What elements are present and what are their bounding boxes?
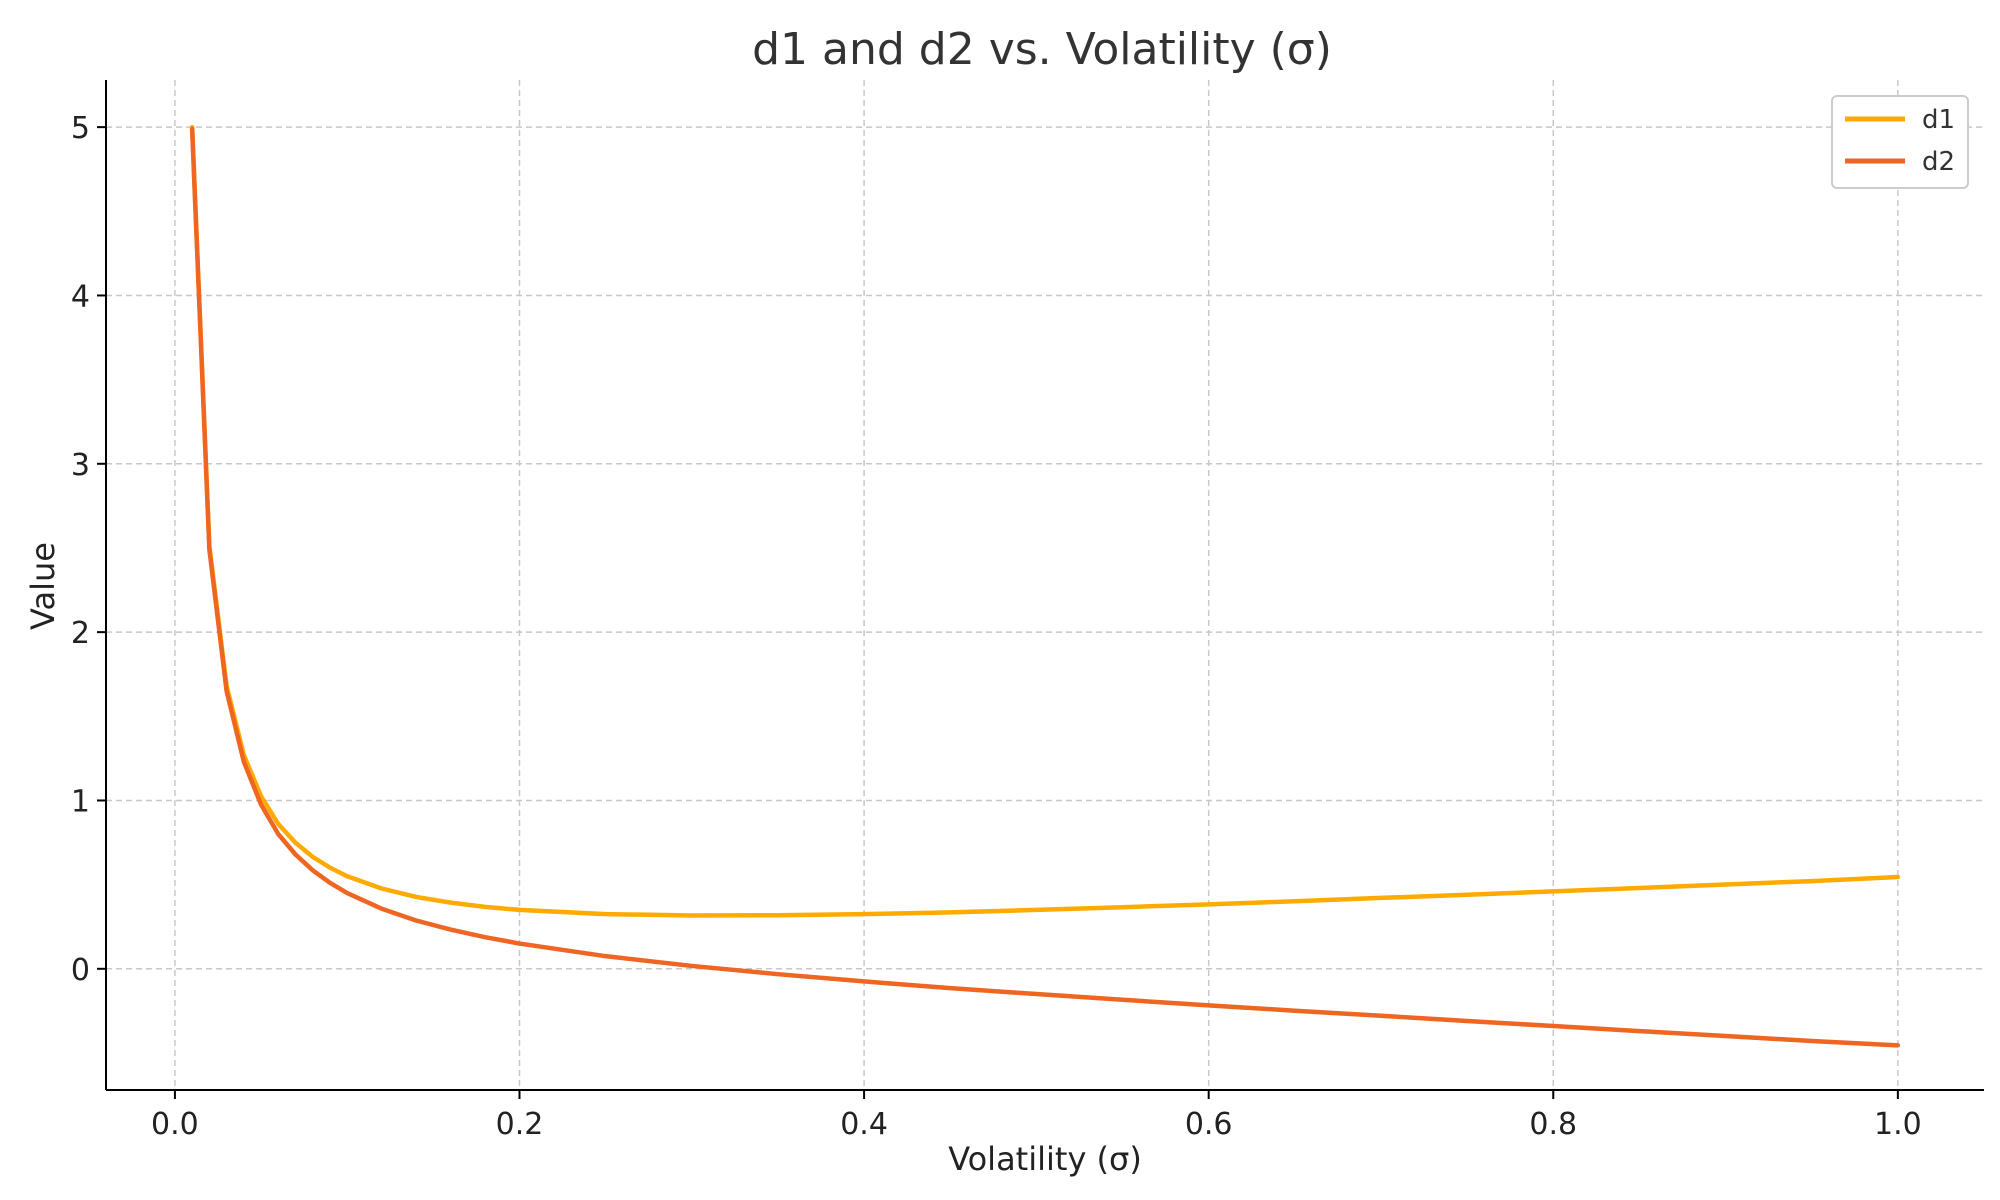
y-tick-label: 4 [71, 279, 90, 314]
x-tick-label: 0.2 [496, 1107, 544, 1142]
legend: d1 d2 [1831, 95, 1969, 189]
y-ticks: 0 1 2 3 4 5 [71, 111, 106, 988]
y-tick-label: 0 [71, 953, 90, 988]
y-tick-label: 1 [71, 784, 90, 819]
series-line-d1 [189, 124, 1901, 918]
y-tick-label: 3 [71, 448, 90, 483]
axes [105, 80, 1984, 1091]
y-tick-label: 2 [71, 616, 90, 651]
x-ticks: 0.0 0.2 0.4 0.6 0.8 1.0 [151, 1090, 1922, 1142]
grid-lines [106, 80, 1984, 1090]
x-tick-label: 1.0 [1874, 1107, 1922, 1142]
y-axis-label: Value [24, 542, 62, 630]
series-layer [189, 124, 1901, 1048]
series-line-d2 [189, 126, 1901, 1048]
x-tick-label: 0.0 [151, 1107, 199, 1142]
x-axis-label: Volatility (σ) [948, 1140, 1142, 1178]
x-tick-label: 0.8 [1529, 1107, 1577, 1142]
y-tick-label: 5 [71, 111, 90, 146]
legend-label-d1: d1 [1922, 105, 1955, 135]
x-tick-label: 0.4 [840, 1107, 888, 1142]
legend-label-d2: d2 [1922, 147, 1955, 177]
x-tick-label: 0.6 [1185, 1107, 1233, 1142]
chart-title: d1 and d2 vs. Volatility (σ) [752, 24, 1332, 75]
